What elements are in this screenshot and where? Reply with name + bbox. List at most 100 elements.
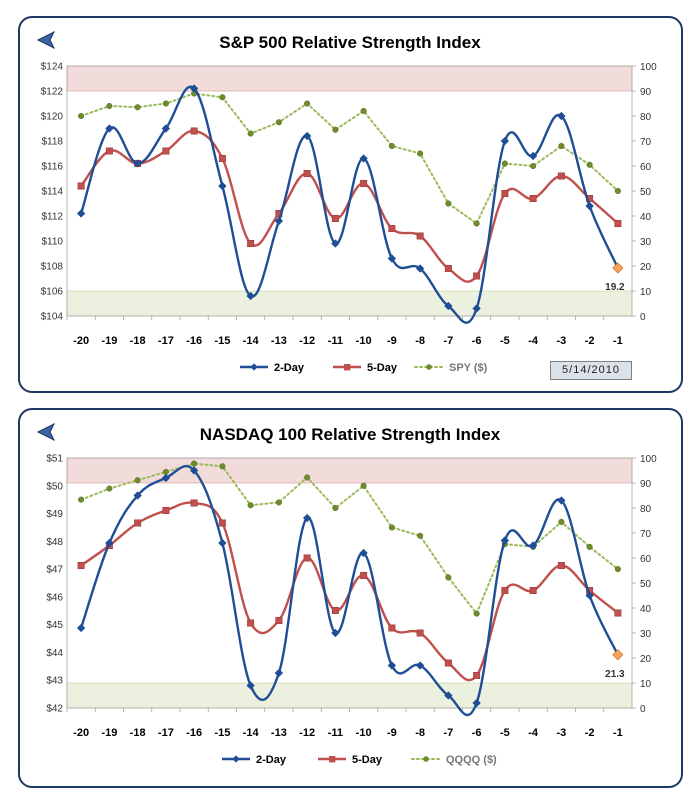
data-point: [444, 301, 453, 311]
x-axis-tick-label: -17: [158, 335, 174, 347]
data-point: [360, 180, 368, 188]
x-axis-tick-label: -8: [415, 335, 425, 347]
x-axis-tick-label: -1: [613, 727, 623, 739]
data-point: [360, 572, 368, 580]
right-axis-tick-label: 90: [640, 87, 652, 98]
right-axis-tick-label: 60: [640, 162, 652, 173]
legend-marker: [426, 364, 432, 370]
data-point: [473, 272, 481, 280]
right-axis-tick-label: 0: [640, 704, 646, 715]
data-point: [444, 659, 452, 667]
back-arrow-icon[interactable]: [36, 30, 56, 50]
data-point: [417, 532, 424, 539]
data-point: [247, 130, 254, 137]
sp500-rsi-panel: S&P 500 Relative Strength Index $104 $106…: [18, 16, 683, 393]
legend: 2-Day 5-Day QQQQ ($): [222, 754, 497, 766]
data-point: [529, 195, 537, 203]
x-axis-tick-label: -9: [387, 727, 397, 739]
data-point: [444, 691, 453, 700]
right-axis-tick-label: 10: [640, 679, 652, 690]
data-point: [444, 265, 452, 273]
left-axis-tick-label: $120: [41, 112, 64, 123]
data-point: [557, 496, 566, 505]
data-point: [388, 624, 396, 632]
data-point: [388, 225, 396, 233]
left-axis-tick-label: $50: [46, 481, 63, 492]
data-point: [106, 485, 113, 492]
x-axis-tick-label: -11: [328, 335, 343, 347]
series-2-day: [76, 84, 624, 324]
data-point: [360, 107, 367, 115]
data-point: [76, 209, 86, 218]
legend-item: QQQQ ($): [411, 754, 497, 766]
data-point: [500, 536, 510, 545]
data-point: [472, 304, 481, 313]
data-point: [388, 142, 395, 150]
right-axis-tick-label: 100: [640, 62, 657, 73]
data-point: [275, 499, 282, 506]
legend-label: 5-Day: [352, 754, 383, 766]
right-axis-tick-label: 70: [640, 137, 652, 148]
right-axis-tick-label: 90: [640, 479, 652, 490]
data-point: [304, 474, 311, 481]
x-axis-tick-label: -6: [472, 727, 482, 739]
series-5-day: [77, 499, 622, 682]
right-axis-tick-label: 0: [640, 312, 646, 323]
data-point: [105, 124, 114, 133]
legend-marker: [423, 756, 429, 762]
x-axis-tick-label: -7: [443, 727, 453, 739]
right-axis-tick-label: 40: [640, 212, 652, 223]
data-point: [614, 220, 622, 228]
data-point: [416, 232, 424, 240]
right-axis-tick-label: 30: [640, 237, 652, 248]
series-line: [79, 464, 619, 717]
right-axis-tick-label: 70: [640, 529, 652, 540]
data-point: [614, 609, 622, 617]
data-point: [106, 102, 113, 110]
data-point: [275, 119, 282, 126]
left-axis-tick-label: $104: [41, 312, 64, 323]
data-point: [247, 502, 254, 509]
right-axis-tick-label: 60: [640, 554, 652, 565]
series-5-day: [77, 127, 622, 283]
data-point: [274, 216, 284, 226]
x-axis-tick-label: -15: [214, 727, 230, 739]
data-point: [77, 562, 85, 570]
legend-label: SPY ($): [449, 362, 488, 374]
x-axis-tick-label: -10: [356, 335, 372, 347]
data-point: [501, 190, 509, 198]
data-point: [331, 607, 339, 615]
data-point: [557, 111, 566, 121]
x-axis-tick-label: -8: [415, 727, 425, 739]
left-axis-tick-label: $42: [46, 704, 63, 715]
legend-marker: [344, 364, 351, 371]
plot-area: $42 $43 $44 $45 $46 $47 $48 $49 $50 $51 0 10 20 30 40 5…: [46, 454, 657, 740]
x-axis-tick-label: -20: [73, 335, 89, 347]
data-point: [473, 610, 480, 617]
right-axis-tick-label: 50: [640, 579, 652, 590]
x-axis-tick-label: -13: [271, 727, 287, 739]
data-point: [161, 124, 171, 133]
x-axis-tick-label: -7: [443, 335, 453, 347]
series-line: [80, 462, 619, 616]
data-point: [218, 155, 226, 163]
data-point: [218, 538, 227, 548]
data-point: [331, 628, 340, 638]
data-point: [332, 504, 339, 512]
data-point: [445, 574, 452, 581]
data-point: [445, 200, 452, 207]
data-point: [415, 264, 425, 273]
data-point: [557, 172, 565, 180]
left-axis-tick-label: $124: [41, 62, 64, 73]
right-axis-tick-label: 20: [640, 654, 652, 665]
back-arrow-icon[interactable]: [36, 422, 56, 442]
x-axis-tick-label: -17: [158, 727, 174, 739]
x-axis-tick-label: -15: [214, 335, 230, 347]
data-point: [612, 262, 624, 274]
data-point: [247, 619, 255, 627]
data-point: [219, 94, 226, 101]
data-point: [303, 170, 311, 178]
x-axis-tick-label: -2: [585, 335, 595, 347]
right-axis-tick-label: 40: [640, 604, 652, 615]
data-point: [586, 161, 593, 168]
